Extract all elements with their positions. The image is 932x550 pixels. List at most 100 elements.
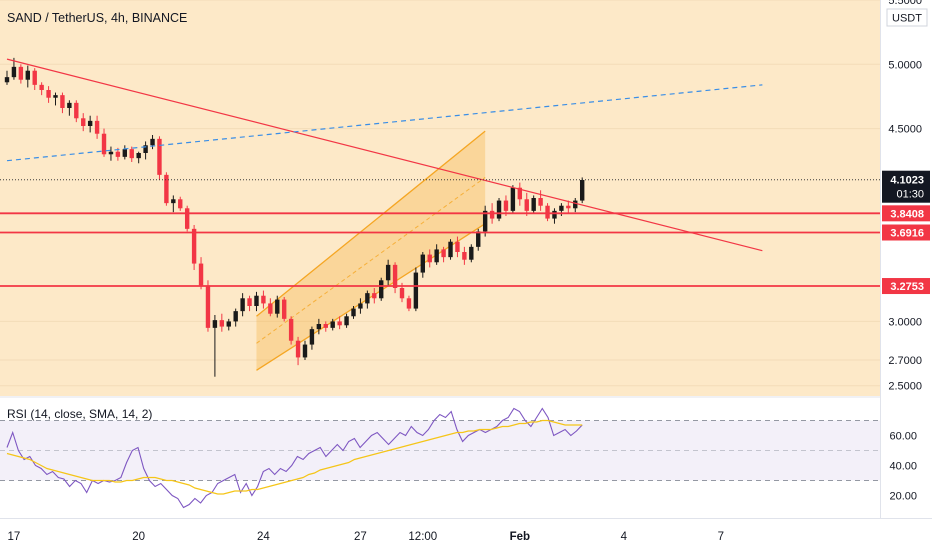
candle-body-54[interactable]: [379, 280, 384, 299]
candle-body-68[interactable]: [476, 231, 481, 247]
candle-body-64[interactable]: [448, 241, 453, 258]
candle-body-79[interactable]: [552, 210, 557, 219]
current-price-tag[interactable]: [882, 170, 930, 203]
candle-body-67[interactable]: [469, 246, 474, 260]
main-pane[interactable]: [0, 0, 880, 396]
candle-body-56[interactable]: [392, 264, 398, 288]
candle-body-55[interactable]: [385, 264, 391, 281]
candle-body-2[interactable]: [18, 66, 24, 80]
candle-body-24[interactable]: [171, 199, 176, 204]
drawing-tools[interactable]: [0, 58, 880, 287]
candle-body-40[interactable]: [282, 299, 287, 319]
candle-body-72[interactable]: [503, 200, 509, 211]
candle-body-16[interactable]: [115, 151, 121, 157]
candle-body-82[interactable]: [573, 200, 578, 209]
candle-body-22[interactable]: [157, 138, 162, 175]
candle-body-18[interactable]: [129, 149, 134, 159]
candle-body-26[interactable]: [184, 208, 190, 229]
level-price-tag-0[interactable]: [882, 205, 930, 222]
candle-body-51[interactable]: [358, 303, 363, 309]
candle-body-3[interactable]: [25, 70, 30, 80]
currency-box[interactable]: [886, 8, 928, 27]
candle-body-1[interactable]: [11, 66, 17, 78]
candle-body-36[interactable]: [254, 295, 259, 306]
candle-body-76[interactable]: [531, 198, 536, 211]
candle-body-4[interactable]: [32, 70, 37, 85]
candle-body-29[interactable]: [205, 285, 211, 328]
candle-body-71[interactable]: [496, 200, 502, 219]
level-price-tag-2[interactable]: [882, 278, 930, 295]
candle-body-61[interactable]: [427, 254, 432, 263]
candle-body-23[interactable]: [164, 174, 169, 204]
candle-body-83[interactable]: [579, 180, 585, 201]
candle-body-39[interactable]: [275, 299, 280, 314]
candle-body-48[interactable]: [337, 321, 342, 326]
candle-body-25[interactable]: [178, 199, 183, 209]
candle-body-58[interactable]: [406, 298, 412, 309]
candle-body-73[interactable]: [510, 187, 516, 211]
candle-body-70[interactable]: [489, 210, 495, 219]
channel-fill[interactable]: [256, 131, 486, 371]
candle-body-28[interactable]: [198, 263, 204, 286]
candle-body-46[interactable]: [323, 324, 328, 328]
candle-body-60[interactable]: [420, 254, 425, 273]
candle-body-59[interactable]: [413, 272, 419, 309]
price-axis[interactable]: 5.5000 5.0000 4.5000 3.0000 2.7000 2.5000 3.84…: [880, 0, 932, 518]
candle-body-32[interactable]: [226, 321, 231, 327]
candle-body-9[interactable]: [67, 102, 72, 108]
candle-body-11[interactable]: [81, 118, 86, 126]
candle-body-6[interactable]: [46, 90, 51, 98]
candle-body-8[interactable]: [60, 95, 65, 108]
candle-body-65[interactable]: [455, 241, 460, 252]
candle-body-13[interactable]: [94, 120, 100, 134]
candle-body-34[interactable]: [240, 298, 245, 312]
candle-body-37[interactable]: [261, 295, 266, 304]
candle-body-41[interactable]: [288, 318, 294, 341]
candle-body-50[interactable]: [351, 308, 356, 317]
candle-body-47[interactable]: [330, 321, 335, 328]
candle-body-38[interactable]: [268, 303, 273, 314]
candle-body-42[interactable]: [295, 340, 301, 358]
candle-body-15[interactable]: [108, 151, 114, 155]
candle-body-69[interactable]: [482, 210, 488, 232]
candle-body-75[interactable]: [524, 199, 529, 211]
candle-body-63[interactable]: [441, 249, 446, 258]
candle-body-81[interactable]: [566, 205, 571, 209]
candle-body-14[interactable]: [101, 133, 107, 155]
channel-mid-line[interactable]: [256, 177, 486, 344]
rsi-pane[interactable]: [0, 396, 932, 518]
descending-trendline[interactable]: [6, 58, 763, 252]
candle-body-62[interactable]: [434, 249, 439, 263]
candle-body-20[interactable]: [143, 145, 148, 153]
candle-body-49[interactable]: [344, 316, 349, 326]
candle-body-45[interactable]: [316, 324, 322, 330]
candle-body-33[interactable]: [233, 311, 238, 322]
candle-body-5[interactable]: [39, 84, 44, 90]
candle-body-35[interactable]: [247, 298, 252, 306]
candle-body-27[interactable]: [191, 228, 197, 264]
candle-body-66[interactable]: [462, 252, 467, 260]
candle-body-10[interactable]: [74, 102, 79, 119]
candle-body-17[interactable]: [122, 149, 128, 157]
channel-lower-line[interactable]: [256, 223, 486, 371]
time-axis[interactable]: 17 20 24 27 12:00 Feb 4 7: [0, 518, 932, 550]
rsi-series[interactable]: [6, 407, 583, 509]
candlestick-series[interactable]: [4, 57, 585, 377]
candle-body-53[interactable]: [372, 293, 377, 299]
dashed-trendline[interactable]: [6, 84, 763, 162]
candle-body-44[interactable]: [309, 329, 315, 345]
candle-body-7[interactable]: [53, 95, 58, 98]
candle-body-52[interactable]: [365, 293, 370, 304]
candle-body-21[interactable]: [150, 138, 155, 146]
candle-body-80[interactable]: [559, 205, 564, 211]
level-price-tag-1[interactable]: [882, 224, 930, 241]
candle-body-57[interactable]: [399, 288, 405, 299]
candle-body-0[interactable]: [4, 77, 10, 83]
rsi-ma-line[interactable]: [6, 419, 583, 495]
candle-body-74[interactable]: [517, 187, 523, 200]
candle-body-12[interactable]: [87, 120, 93, 126]
candle-body-30[interactable]: [212, 320, 218, 328]
candle-body-77[interactable]: [538, 198, 543, 206]
candle-body-31[interactable]: [219, 320, 225, 327]
